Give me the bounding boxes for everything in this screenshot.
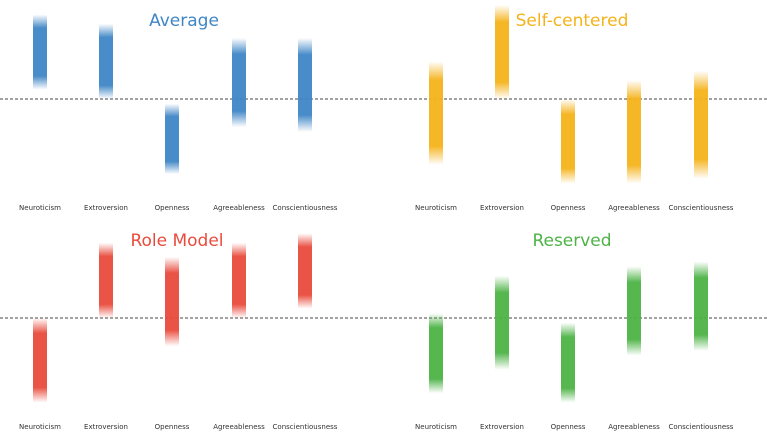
reserved-bars xyxy=(429,261,708,403)
role-model-bar-openness xyxy=(165,256,179,347)
role-model-tick-labels: Neuroticism Extroversion Openness Agreeable… xyxy=(19,423,338,431)
self-centered-bar-neuroticism xyxy=(429,61,443,165)
self-centered-tick-openness: Openness xyxy=(551,204,586,212)
reserved-tick-conscientiousness: Conscientiousness xyxy=(669,423,734,431)
role-model-tick-extroversion: Extroversion xyxy=(84,423,128,431)
reserved-tick-neuroticism: Neuroticism xyxy=(415,423,457,431)
self-centered-tick-neuroticism: Neuroticism xyxy=(415,204,457,212)
average-tick-labels: Neuroticism Extroversion Openness Agreeable… xyxy=(19,204,338,212)
panel-role-model: Neuroticism Extroversion Openness Agreeable… xyxy=(0,231,383,431)
self-centered-tick-labels: Neuroticism Extroversion Openness Agreeable… xyxy=(415,204,734,212)
self-centered-tick-agreeableness: Agreeableness xyxy=(608,204,660,212)
average-bar-openness xyxy=(165,103,179,175)
average-tick-extroversion: Extroversion xyxy=(84,204,128,212)
panel-self-centered: Neuroticism Extroversion Openness Agreeable… xyxy=(384,5,767,212)
role-model-bar-extroversion xyxy=(99,242,113,318)
role-model-tick-conscientiousness: Conscientiousness xyxy=(273,423,338,431)
role-model-tick-neuroticism: Neuroticism xyxy=(19,423,61,431)
role-model-title: Role Model xyxy=(130,231,223,251)
average-tick-agreeableness: Agreeableness xyxy=(213,204,265,212)
reserved-tick-openness: Openness xyxy=(551,423,586,431)
average-bar-neuroticism xyxy=(33,14,47,90)
self-centered-bar-conscientiousness xyxy=(694,70,708,179)
panel-reserved: Neuroticism Extroversion Openness Agreeable… xyxy=(384,231,767,431)
role-model-tick-openness: Openness xyxy=(155,423,190,431)
average-title: Average xyxy=(149,11,219,31)
self-centered-bars xyxy=(429,5,708,184)
panel-average: Neuroticism Extroversion Openness Agreeable… xyxy=(0,11,383,212)
reserved-bar-openness xyxy=(561,322,575,403)
self-centered-tick-extroversion: Extroversion xyxy=(480,204,524,212)
role-model-tick-agreeableness: Agreeableness xyxy=(213,423,265,431)
self-centered-title: Self-centered xyxy=(516,11,629,31)
reserved-bar-conscientiousness xyxy=(694,261,708,351)
reserved-bar-neuroticism xyxy=(429,313,443,394)
average-bar-extroversion xyxy=(99,23,113,99)
average-tick-openness: Openness xyxy=(155,204,190,212)
role-model-bar-neuroticism xyxy=(33,318,47,403)
reserved-tick-labels: Neuroticism Extroversion Openness Agreeable… xyxy=(415,423,734,431)
reserved-bar-agreeableness xyxy=(627,266,641,356)
reserved-tick-extroversion: Extroversion xyxy=(480,423,524,431)
average-tick-neuroticism: Neuroticism xyxy=(19,204,61,212)
reserved-title: Reserved xyxy=(532,231,611,251)
self-centered-tick-conscientiousness: Conscientiousness xyxy=(669,204,734,212)
role-model-bar-agreeableness xyxy=(232,242,246,318)
average-bars xyxy=(33,14,312,175)
average-bar-agreeableness xyxy=(232,37,246,128)
role-model-bar-conscientiousness xyxy=(298,233,312,309)
role-model-bars xyxy=(33,233,312,403)
average-bar-conscientiousness xyxy=(298,37,312,132)
self-centered-bar-extroversion xyxy=(495,5,509,99)
self-centered-bar-agreeableness xyxy=(627,80,641,184)
reserved-bar-extroversion xyxy=(495,275,509,370)
reserved-tick-agreeableness: Agreeableness xyxy=(608,423,660,431)
average-tick-conscientiousness: Conscientiousness xyxy=(273,204,338,212)
self-centered-bar-openness xyxy=(561,99,575,184)
